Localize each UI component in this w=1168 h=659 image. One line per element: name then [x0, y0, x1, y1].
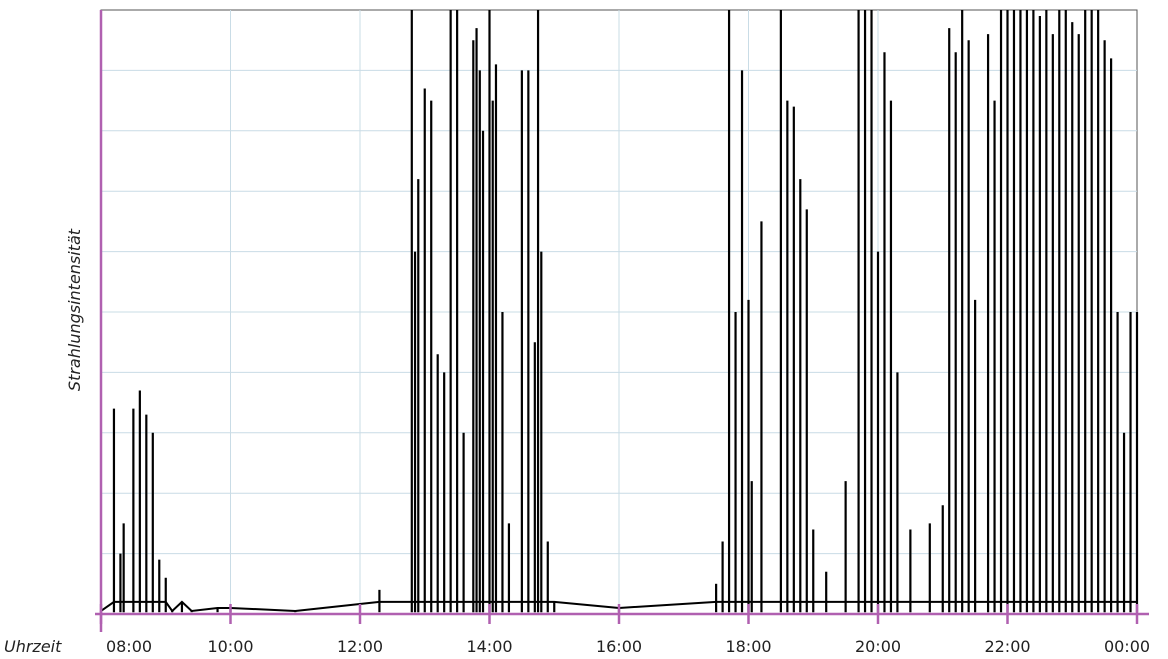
grid	[100, 9, 1138, 615]
x-ticks: 08:00 10:00 12:00 14:00 16:00 18:00 20:00 22:00…	[99, 604, 1150, 656]
series-line-group	[99, 10, 1139, 613]
series-baseline	[100, 600, 1137, 613]
x-tick-label: 20:00	[855, 637, 901, 656]
x-tick-label: 00:00	[1104, 637, 1150, 656]
x-tick-label: 16:00	[596, 637, 642, 656]
x-tick-label: 08:00	[106, 637, 152, 656]
x-tick-label: 18:00	[725, 637, 771, 656]
x-tick-label: 22:00	[984, 637, 1030, 656]
x-tick-label: 14:00	[466, 637, 512, 656]
x-tick-label: 12:00	[337, 637, 383, 656]
axes	[95, 10, 1149, 632]
x-tick-label: 10:00	[207, 637, 253, 656]
x-axis-label: Uhrzeit	[4, 637, 62, 656]
y-axis-label: Strahlungsintensität	[65, 228, 84, 391]
